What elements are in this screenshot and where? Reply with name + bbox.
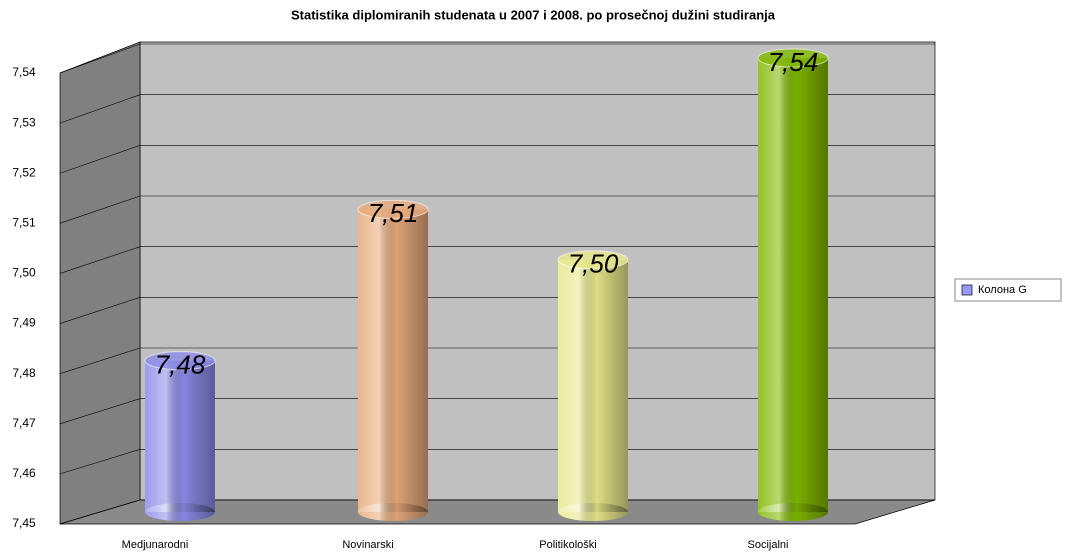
- chart-title: Statistika diplomiranih studenata u 2007…: [291, 7, 776, 22]
- grid-line: [59, 297, 935, 324]
- bar-shade: [558, 259, 628, 512]
- bar-shade: [358, 209, 428, 513]
- grid-line: [59, 43, 935, 74]
- data-label: 7,48: [155, 350, 206, 380]
- data-label: 7,51: [368, 198, 419, 228]
- x-tick-label: Novinarski: [342, 539, 393, 551]
- bar-top: [144, 351, 216, 371]
- y-tick-label: 7,54: [12, 65, 36, 79]
- legend-label: Колона G: [978, 284, 1027, 296]
- grid-line: [59, 499, 935, 525]
- legend: [954, 278, 1062, 302]
- x-tick-label: Politikološki: [539, 539, 596, 551]
- y-tick-label: 7,48: [12, 366, 36, 380]
- y-tick-label: 7,47: [12, 416, 36, 430]
- data-label: 7,50: [568, 249, 619, 279]
- data-label: 7,54: [768, 47, 819, 77]
- y-tick-label: 7,51: [12, 216, 36, 230]
- bar-top: [757, 48, 829, 68]
- grid-line: [59, 347, 935, 374]
- grid-line: [59, 449, 935, 475]
- bar-top: [357, 199, 429, 219]
- bar-shade: [145, 360, 215, 512]
- grid-line: [59, 246, 935, 274]
- y-tick-label: 7,49: [12, 316, 36, 330]
- side-wall: [59, 41, 141, 525]
- grid-line: [59, 145, 935, 174]
- grid-line: [59, 398, 935, 425]
- legend-swatch: [961, 284, 973, 296]
- grid-line: [59, 94, 935, 124]
- bar-top: [557, 250, 629, 270]
- y-tick-label: 7,52: [12, 165, 36, 179]
- x-tick-label: Medjunarodni: [122, 539, 189, 551]
- y-tick-label: 7,45: [12, 516, 36, 530]
- y-tick-label: 7,50: [12, 266, 36, 280]
- grid-line: [59, 195, 935, 224]
- y-tick-label: 7,46: [12, 466, 36, 480]
- y-tick-label: 7,53: [12, 115, 36, 129]
- x-tick-label: Socijalni: [748, 539, 789, 551]
- bar-shade: [758, 58, 828, 512]
